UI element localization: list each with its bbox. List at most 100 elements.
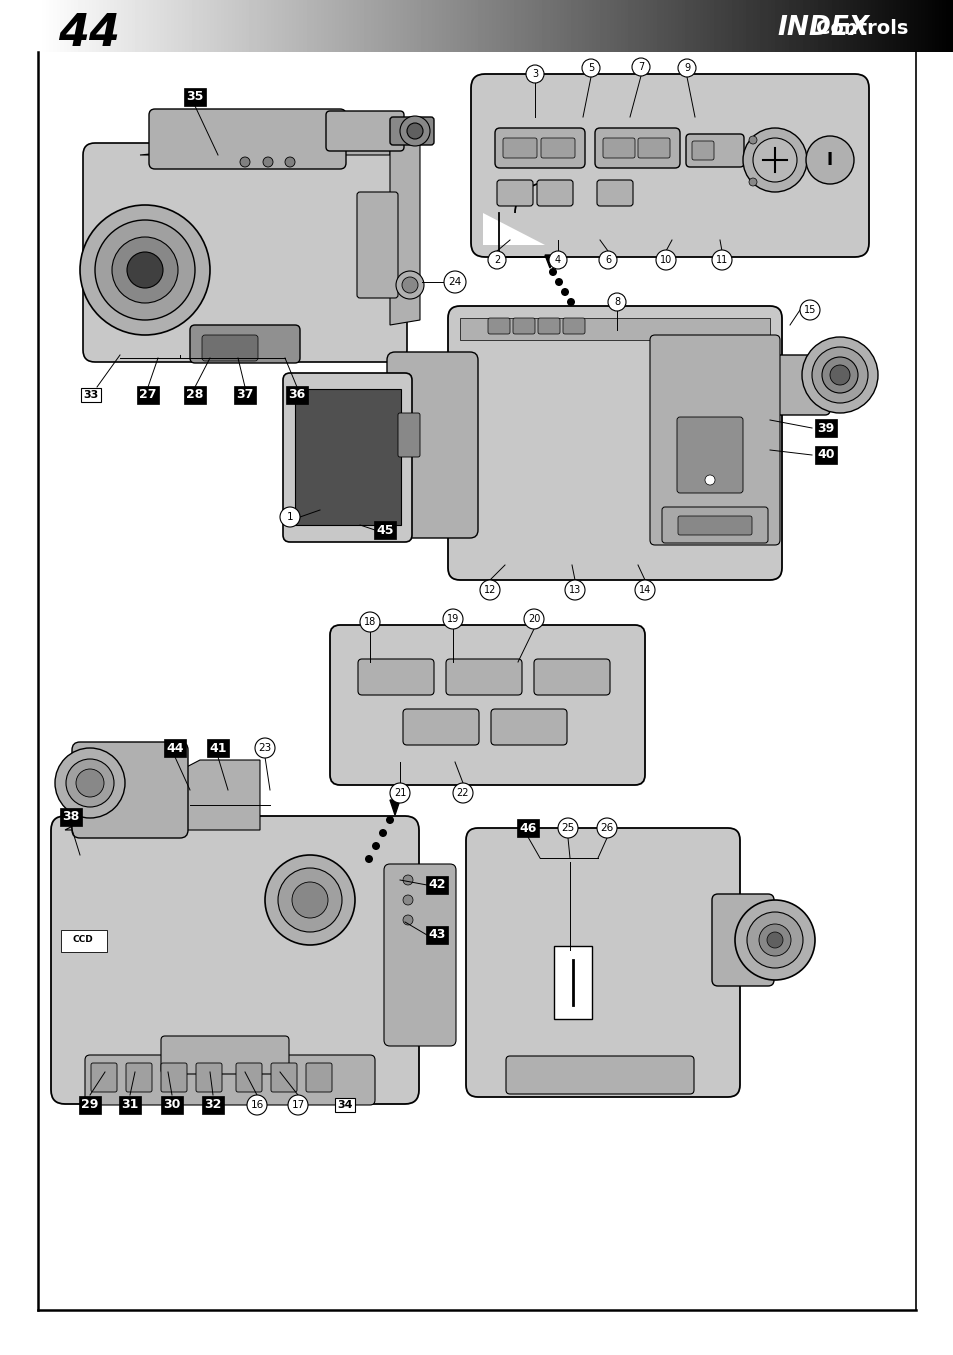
FancyBboxPatch shape bbox=[161, 1037, 289, 1075]
Text: 16: 16 bbox=[250, 1100, 263, 1110]
FancyBboxPatch shape bbox=[390, 117, 434, 145]
Circle shape bbox=[359, 612, 379, 631]
Text: 22: 22 bbox=[456, 789, 469, 798]
FancyBboxPatch shape bbox=[126, 1064, 152, 1092]
Text: 33: 33 bbox=[83, 390, 98, 400]
Circle shape bbox=[254, 738, 274, 757]
Text: 40: 40 bbox=[817, 449, 834, 462]
FancyBboxPatch shape bbox=[513, 318, 535, 333]
Circle shape bbox=[678, 60, 696, 77]
FancyBboxPatch shape bbox=[638, 138, 669, 159]
Circle shape bbox=[800, 299, 820, 320]
Text: 3: 3 bbox=[532, 69, 537, 79]
Text: 36: 36 bbox=[288, 389, 305, 401]
FancyBboxPatch shape bbox=[195, 1064, 222, 1092]
Text: 44: 44 bbox=[58, 11, 120, 54]
Text: 19: 19 bbox=[446, 614, 458, 625]
Circle shape bbox=[748, 136, 757, 144]
Circle shape bbox=[748, 178, 757, 186]
FancyBboxPatch shape bbox=[397, 413, 419, 457]
FancyBboxPatch shape bbox=[488, 318, 510, 333]
Circle shape bbox=[66, 759, 113, 808]
Text: 2: 2 bbox=[494, 255, 499, 266]
Circle shape bbox=[76, 770, 104, 797]
Circle shape bbox=[746, 912, 802, 967]
FancyBboxPatch shape bbox=[402, 709, 478, 745]
Text: 26: 26 bbox=[599, 822, 613, 833]
Circle shape bbox=[558, 818, 578, 837]
FancyBboxPatch shape bbox=[83, 144, 407, 362]
Circle shape bbox=[704, 476, 714, 485]
Circle shape bbox=[548, 251, 566, 270]
Circle shape bbox=[390, 783, 410, 804]
FancyBboxPatch shape bbox=[691, 141, 713, 160]
Circle shape bbox=[523, 608, 543, 629]
FancyBboxPatch shape bbox=[537, 180, 573, 206]
Text: 45: 45 bbox=[375, 523, 394, 537]
FancyBboxPatch shape bbox=[330, 625, 644, 785]
Text: 41: 41 bbox=[209, 741, 227, 755]
Circle shape bbox=[566, 298, 575, 306]
Circle shape bbox=[365, 855, 373, 863]
FancyBboxPatch shape bbox=[649, 335, 780, 545]
Circle shape bbox=[631, 58, 649, 76]
Circle shape bbox=[386, 816, 394, 824]
Text: 34: 34 bbox=[337, 1100, 353, 1110]
Circle shape bbox=[656, 251, 676, 270]
FancyBboxPatch shape bbox=[446, 659, 521, 695]
FancyBboxPatch shape bbox=[602, 138, 635, 159]
FancyBboxPatch shape bbox=[448, 306, 781, 580]
FancyBboxPatch shape bbox=[491, 709, 566, 745]
Text: 15: 15 bbox=[803, 305, 816, 314]
Polygon shape bbox=[459, 318, 769, 340]
Text: 25: 25 bbox=[560, 822, 574, 833]
Circle shape bbox=[80, 205, 210, 335]
Text: 32: 32 bbox=[204, 1099, 221, 1111]
Circle shape bbox=[407, 123, 422, 140]
FancyBboxPatch shape bbox=[51, 816, 418, 1104]
Text: 29: 29 bbox=[81, 1099, 98, 1111]
FancyBboxPatch shape bbox=[595, 127, 679, 168]
Circle shape bbox=[766, 932, 782, 948]
FancyBboxPatch shape bbox=[61, 930, 107, 953]
FancyBboxPatch shape bbox=[677, 417, 742, 493]
Circle shape bbox=[442, 608, 462, 629]
Circle shape bbox=[288, 1095, 308, 1115]
Circle shape bbox=[821, 356, 857, 393]
FancyBboxPatch shape bbox=[326, 111, 403, 150]
Text: 30: 30 bbox=[163, 1099, 180, 1111]
Circle shape bbox=[752, 138, 796, 182]
FancyBboxPatch shape bbox=[356, 192, 397, 298]
Text: 31: 31 bbox=[121, 1099, 138, 1111]
Circle shape bbox=[742, 127, 806, 192]
Text: 28: 28 bbox=[186, 389, 204, 401]
FancyBboxPatch shape bbox=[505, 1056, 693, 1093]
Circle shape bbox=[378, 829, 387, 837]
Circle shape bbox=[548, 268, 557, 276]
Text: 13: 13 bbox=[568, 585, 580, 595]
FancyBboxPatch shape bbox=[384, 864, 456, 1046]
Circle shape bbox=[395, 271, 423, 299]
Circle shape bbox=[555, 278, 562, 286]
FancyBboxPatch shape bbox=[271, 1064, 296, 1092]
FancyBboxPatch shape bbox=[678, 516, 751, 535]
Text: 37: 37 bbox=[236, 389, 253, 401]
FancyBboxPatch shape bbox=[149, 108, 346, 169]
Text: 14: 14 bbox=[639, 585, 651, 595]
Circle shape bbox=[453, 783, 473, 804]
Text: I: I bbox=[826, 150, 832, 169]
Polygon shape bbox=[65, 760, 260, 831]
Circle shape bbox=[399, 117, 430, 146]
Circle shape bbox=[829, 364, 849, 385]
Text: 42: 42 bbox=[428, 878, 445, 892]
Text: 7: 7 bbox=[638, 62, 643, 72]
FancyBboxPatch shape bbox=[764, 355, 829, 415]
Circle shape bbox=[607, 293, 625, 312]
Circle shape bbox=[711, 251, 731, 270]
Circle shape bbox=[525, 65, 543, 83]
FancyBboxPatch shape bbox=[357, 659, 434, 695]
FancyBboxPatch shape bbox=[554, 946, 592, 1019]
Circle shape bbox=[479, 580, 499, 600]
Text: 17: 17 bbox=[291, 1100, 304, 1110]
Circle shape bbox=[292, 882, 328, 917]
